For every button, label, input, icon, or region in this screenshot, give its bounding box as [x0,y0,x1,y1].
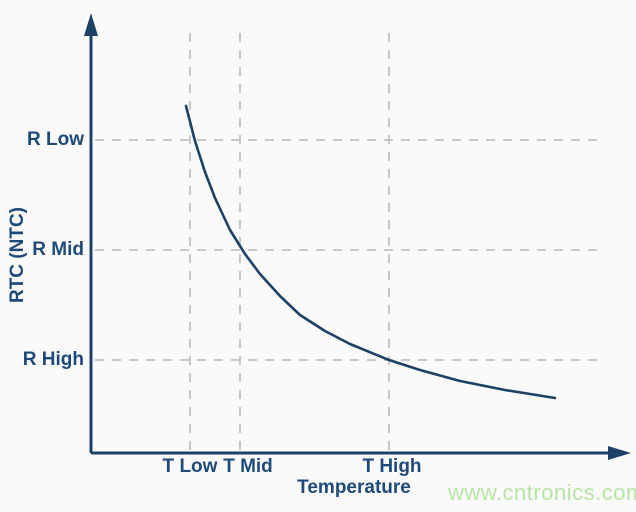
ntc-resistance-curve [184,104,557,400]
y-axis-title: RTC (NTC) [7,206,28,304]
x-tick-label-t-high: T High [362,456,422,477]
watermark-text: www.cntronics.com [448,480,636,505]
x-tick-label-t-low: T Low [162,456,218,477]
y-tick-label-r-low: R Low [27,129,84,150]
x-tick-label-t-mid: T Mid [223,456,273,477]
y-tick-label-r-high: R High [22,349,84,370]
y-tick-label-r-mid: R Mid [32,239,84,260]
y-axis-arrow-icon [84,13,98,36]
x-axis-title: Temperature [297,477,411,498]
x-axis-arrow-icon [608,446,631,460]
